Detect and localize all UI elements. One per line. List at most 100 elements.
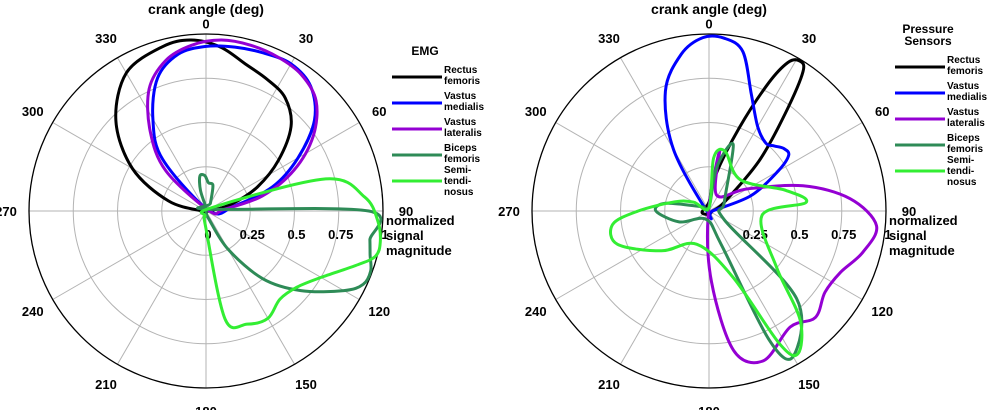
grid-spoke <box>708 122 863 212</box>
grid-spoke <box>52 210 207 300</box>
grid-spoke <box>555 122 710 212</box>
angle-tick-label: 0 <box>705 16 712 31</box>
angle-tick-label: 210 <box>95 377 117 392</box>
angle-tick-label: 180 <box>698 404 720 410</box>
grid-spoke <box>117 210 207 365</box>
outer-ring <box>28 33 384 389</box>
legend-label: Rectus femoris <box>947 55 984 77</box>
angle-tick-label: 30 <box>299 31 313 46</box>
legend-label-line: femoris <box>947 144 984 155</box>
legend-label-line: lateralis <box>947 118 985 129</box>
radial-tick-label: 0.25 <box>240 227 265 242</box>
legend-title-line: Sensors <box>904 34 952 48</box>
legend-label: Rectus femoris <box>444 65 481 87</box>
legend-label-line: nosus <box>444 187 474 198</box>
theta-axis-label: crank angle (deg) <box>651 1 767 17</box>
legend-label: Biceps femoris <box>444 143 481 165</box>
legend-label-line: Biceps <box>444 143 477 154</box>
legend-label-line: medialis <box>444 102 484 113</box>
polar-chart-2: 03060901201501802102402703003300.250.50.… <box>498 1 987 410</box>
legend-label: Vastus lateralis <box>947 107 985 129</box>
series-line-vastus-lateralis <box>146 38 319 216</box>
radial-tick-label: 0.5 <box>287 227 305 242</box>
legend-label-line: Semi- <box>444 165 471 176</box>
angle-tick-label: 270 <box>0 204 17 219</box>
legend-label-line: Rectus <box>444 65 478 76</box>
angle-tick-label: 120 <box>368 304 390 319</box>
radial-axis-label-line: magnitude <box>386 243 452 258</box>
radial-axis-label-line: signal <box>889 228 927 243</box>
angle-tick-label: 120 <box>871 304 893 319</box>
radial-axis-label-line: signal <box>386 228 424 243</box>
legend-label: Biceps femoris <box>947 133 984 155</box>
angle-tick-label: 150 <box>295 377 317 392</box>
series-line-vastus-lateralis <box>705 148 879 365</box>
legend-label-line: Vastus <box>947 107 980 118</box>
radial-tick-label: 1 <box>884 227 891 242</box>
series-line-biceps-femoris <box>196 173 383 294</box>
legend-label-line: tendi- <box>947 166 974 177</box>
radial-tick-label: 1 <box>381 227 388 242</box>
grid-spoke <box>620 57 710 212</box>
legend-title-line: Pressure <box>902 22 954 36</box>
grid <box>29 34 383 388</box>
series-line-rectus-femoris <box>114 38 293 214</box>
legend-label-line: Vastus <box>947 81 980 92</box>
legend-label: Vastus medialis <box>947 81 987 103</box>
angle-tick-label: 90 <box>902 204 916 219</box>
series-line-vastus-medialis <box>663 34 791 221</box>
angle-tick-label: 270 <box>498 204 520 219</box>
series-line-semi-tendinosus <box>609 147 809 358</box>
radial-axis-label: normalized signal magnitude <box>889 213 958 258</box>
legend-label-line: Biceps <box>947 133 980 144</box>
angle-tick-label: 210 <box>598 377 620 392</box>
legend-label: Vastus medialis <box>444 91 484 113</box>
radial-tick-label: 0.5 <box>790 227 808 242</box>
angle-tick-label: 60 <box>372 104 386 119</box>
legend-label-line: Vastus <box>444 117 477 128</box>
legend-label-line: Semi- <box>947 155 974 166</box>
radial-axis-label-line: normalized <box>386 213 455 228</box>
radial-axis-label: normalized signal magnitude <box>386 213 455 258</box>
legend-label-line: Vastus <box>444 91 477 102</box>
grid-spoke <box>205 122 360 212</box>
radial-axis-label-line: normalized <box>889 213 958 228</box>
outer-ring <box>531 33 887 389</box>
angle-tick-label: 30 <box>802 31 816 46</box>
radial-axis-label-line: magnitude <box>889 243 955 258</box>
angle-tick-label: 240 <box>22 304 44 319</box>
legend-label: Vastus lateralis <box>444 117 482 139</box>
grid-spoke <box>708 57 798 212</box>
angle-tick-label: 300 <box>525 104 547 119</box>
legend-label-line: femoris <box>947 66 984 77</box>
grid-spoke <box>708 210 863 300</box>
grid-spoke <box>555 210 710 300</box>
radial-tick-label: 0.75 <box>328 227 353 242</box>
grid-spoke <box>205 210 360 300</box>
angle-tick-label: 0 <box>202 16 209 31</box>
angle-tick-label: 300 <box>22 104 44 119</box>
angle-tick-label: 150 <box>798 377 820 392</box>
legend-label: Semi-tendi-nosus <box>947 155 977 188</box>
legend-title: EMG <box>411 44 438 58</box>
polar-chart-1: 030609012015018021024027030033000.250.50… <box>0 1 484 410</box>
grid-spoke <box>205 210 295 365</box>
angle-tick-label: 60 <box>875 104 889 119</box>
legend-label: Semi-tendi-nosus <box>444 165 474 198</box>
legend-label-line: Rectus <box>947 55 981 66</box>
radial-tick-label: 0.75 <box>831 227 856 242</box>
legend-label-line: nosus <box>947 177 977 188</box>
angle-tick-label: 240 <box>525 304 547 319</box>
angle-tick-label: 330 <box>598 31 620 46</box>
angle-tick-label: 330 <box>95 31 117 46</box>
legend-label-line: lateralis <box>444 128 482 139</box>
angle-tick-label: 180 <box>195 404 217 410</box>
legend-label-line: femoris <box>444 76 481 87</box>
angle-tick-label: 90 <box>399 204 413 219</box>
grid-spoke <box>205 57 295 212</box>
legend-title: Pressure Sensors <box>902 22 954 48</box>
grid-spoke <box>620 210 710 365</box>
